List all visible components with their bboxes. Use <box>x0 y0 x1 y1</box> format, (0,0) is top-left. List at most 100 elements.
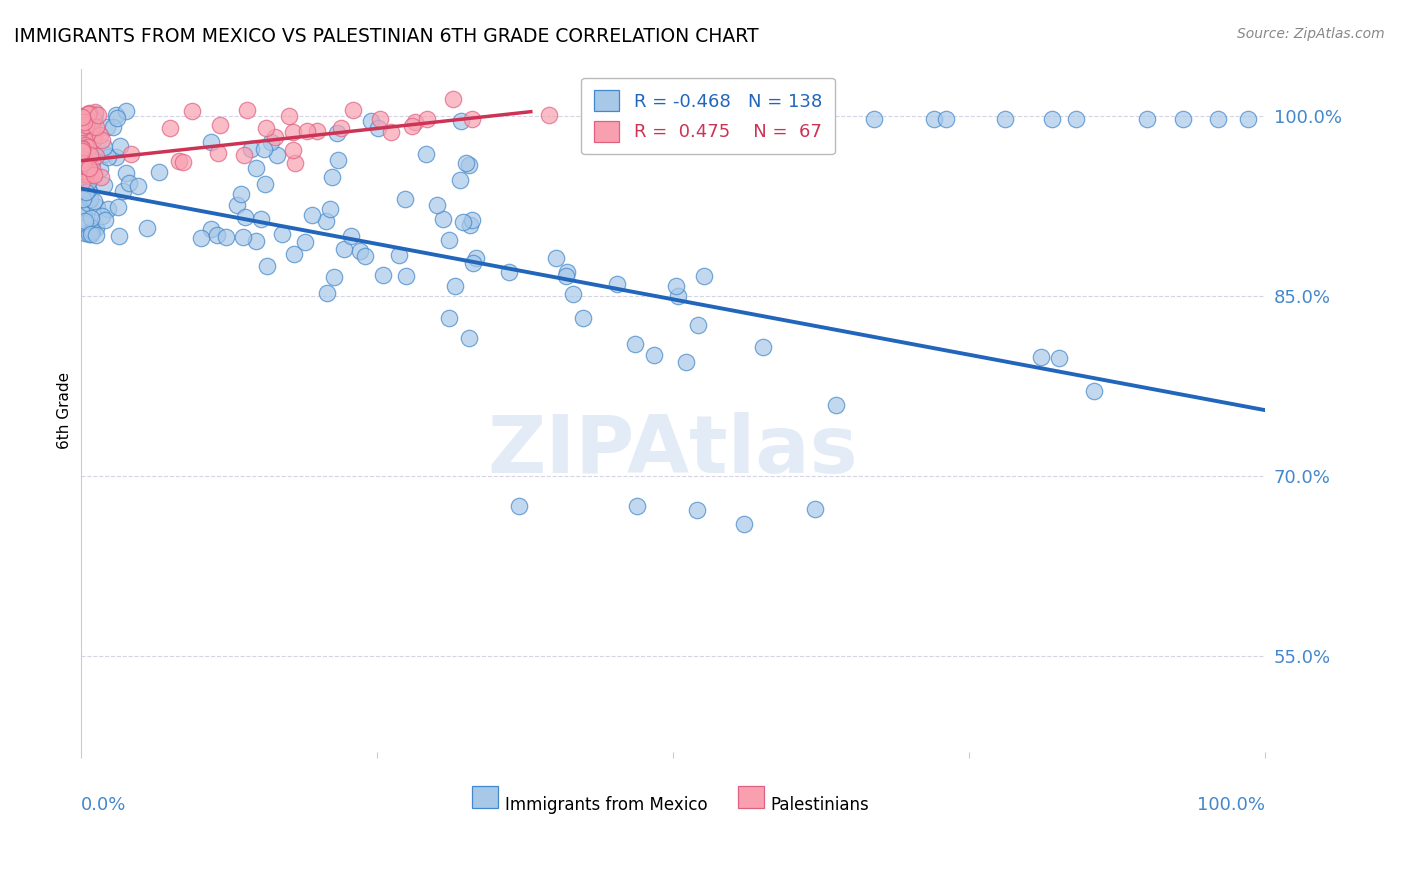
Point <box>80 224 103 238</box>
Point <box>70 142 93 156</box>
Point <box>75 118 97 132</box>
Point <box>733 517 755 532</box>
Point <box>75 182 97 196</box>
Y-axis label: 6th Grade: 6th Grade <box>58 372 72 449</box>
Point <box>84 220 107 235</box>
Point <box>82 117 104 131</box>
Point <box>80 161 103 175</box>
Point <box>733 112 755 126</box>
Point <box>93 140 115 154</box>
Point <box>283 246 305 260</box>
Point <box>322 270 344 285</box>
Point <box>1171 112 1194 126</box>
Point <box>114 166 136 180</box>
Point <box>79 120 101 134</box>
Point <box>207 146 229 161</box>
Point <box>256 259 278 273</box>
Point <box>232 229 254 244</box>
Bar <box>471 786 498 808</box>
Point <box>626 499 648 513</box>
Point <box>75 159 97 173</box>
Point <box>319 202 342 216</box>
Point <box>84 149 107 163</box>
Point <box>415 112 437 126</box>
Text: IMMIGRANTS FROM MEXICO VS PALESTINIAN 6TH GRADE CORRELATION CHART: IMMIGRANTS FROM MEXICO VS PALESTINIAN 6T… <box>14 27 759 45</box>
Point <box>231 186 253 201</box>
Point <box>260 136 283 150</box>
Point <box>245 234 267 248</box>
Point <box>70 163 93 178</box>
Point <box>1064 112 1087 126</box>
Point <box>94 213 117 227</box>
Point <box>388 248 411 262</box>
Point <box>79 168 101 182</box>
Point <box>97 150 120 164</box>
Point <box>72 156 94 170</box>
Point <box>200 135 222 149</box>
Point <box>458 331 481 345</box>
Point <box>82 154 104 169</box>
Point <box>305 124 328 138</box>
Point <box>349 244 371 259</box>
Point <box>340 228 363 243</box>
Point <box>205 227 228 242</box>
Point <box>325 126 347 140</box>
Point <box>84 107 107 121</box>
Text: ZIPAtlas: ZIPAtlas <box>488 412 858 491</box>
Point <box>105 111 128 125</box>
Point <box>110 138 132 153</box>
Point <box>136 221 159 235</box>
Point <box>457 158 479 172</box>
Point <box>79 139 101 153</box>
Point <box>380 125 402 139</box>
Point <box>415 147 437 161</box>
Point <box>77 107 100 121</box>
Point <box>70 109 93 123</box>
Point <box>83 194 105 208</box>
Point <box>73 163 96 178</box>
Point <box>89 128 111 142</box>
Point <box>104 107 127 121</box>
Point <box>277 109 299 123</box>
Point <box>751 340 773 354</box>
Text: 0.0%: 0.0% <box>80 797 127 814</box>
Point <box>159 121 181 136</box>
Point <box>76 139 98 153</box>
Point <box>80 211 103 225</box>
Point <box>426 197 449 211</box>
Point <box>76 183 98 197</box>
Point <box>70 175 93 189</box>
Point <box>80 226 103 240</box>
Point <box>79 148 101 162</box>
Point <box>1206 112 1229 126</box>
Point <box>89 162 111 177</box>
Point <box>266 148 288 162</box>
Point <box>263 130 285 145</box>
Point <box>281 143 304 157</box>
Point <box>103 120 125 134</box>
Point <box>114 104 136 119</box>
Point <box>96 120 118 135</box>
Point <box>693 269 716 284</box>
Point <box>84 228 107 243</box>
Point <box>79 227 101 242</box>
Point <box>72 167 94 181</box>
Point <box>76 117 98 131</box>
Point <box>281 125 304 139</box>
Point <box>73 214 96 228</box>
Point <box>354 249 377 263</box>
Point <box>315 285 337 300</box>
Point <box>315 213 337 227</box>
Point <box>270 227 292 241</box>
Point <box>75 185 97 199</box>
Point <box>75 167 97 181</box>
Point <box>70 144 93 158</box>
Point <box>643 348 665 362</box>
Point <box>675 355 697 369</box>
Point <box>82 154 104 169</box>
Point <box>127 179 149 194</box>
Point <box>93 178 115 192</box>
Point <box>86 107 108 121</box>
Point <box>72 152 94 166</box>
Point <box>686 318 709 332</box>
